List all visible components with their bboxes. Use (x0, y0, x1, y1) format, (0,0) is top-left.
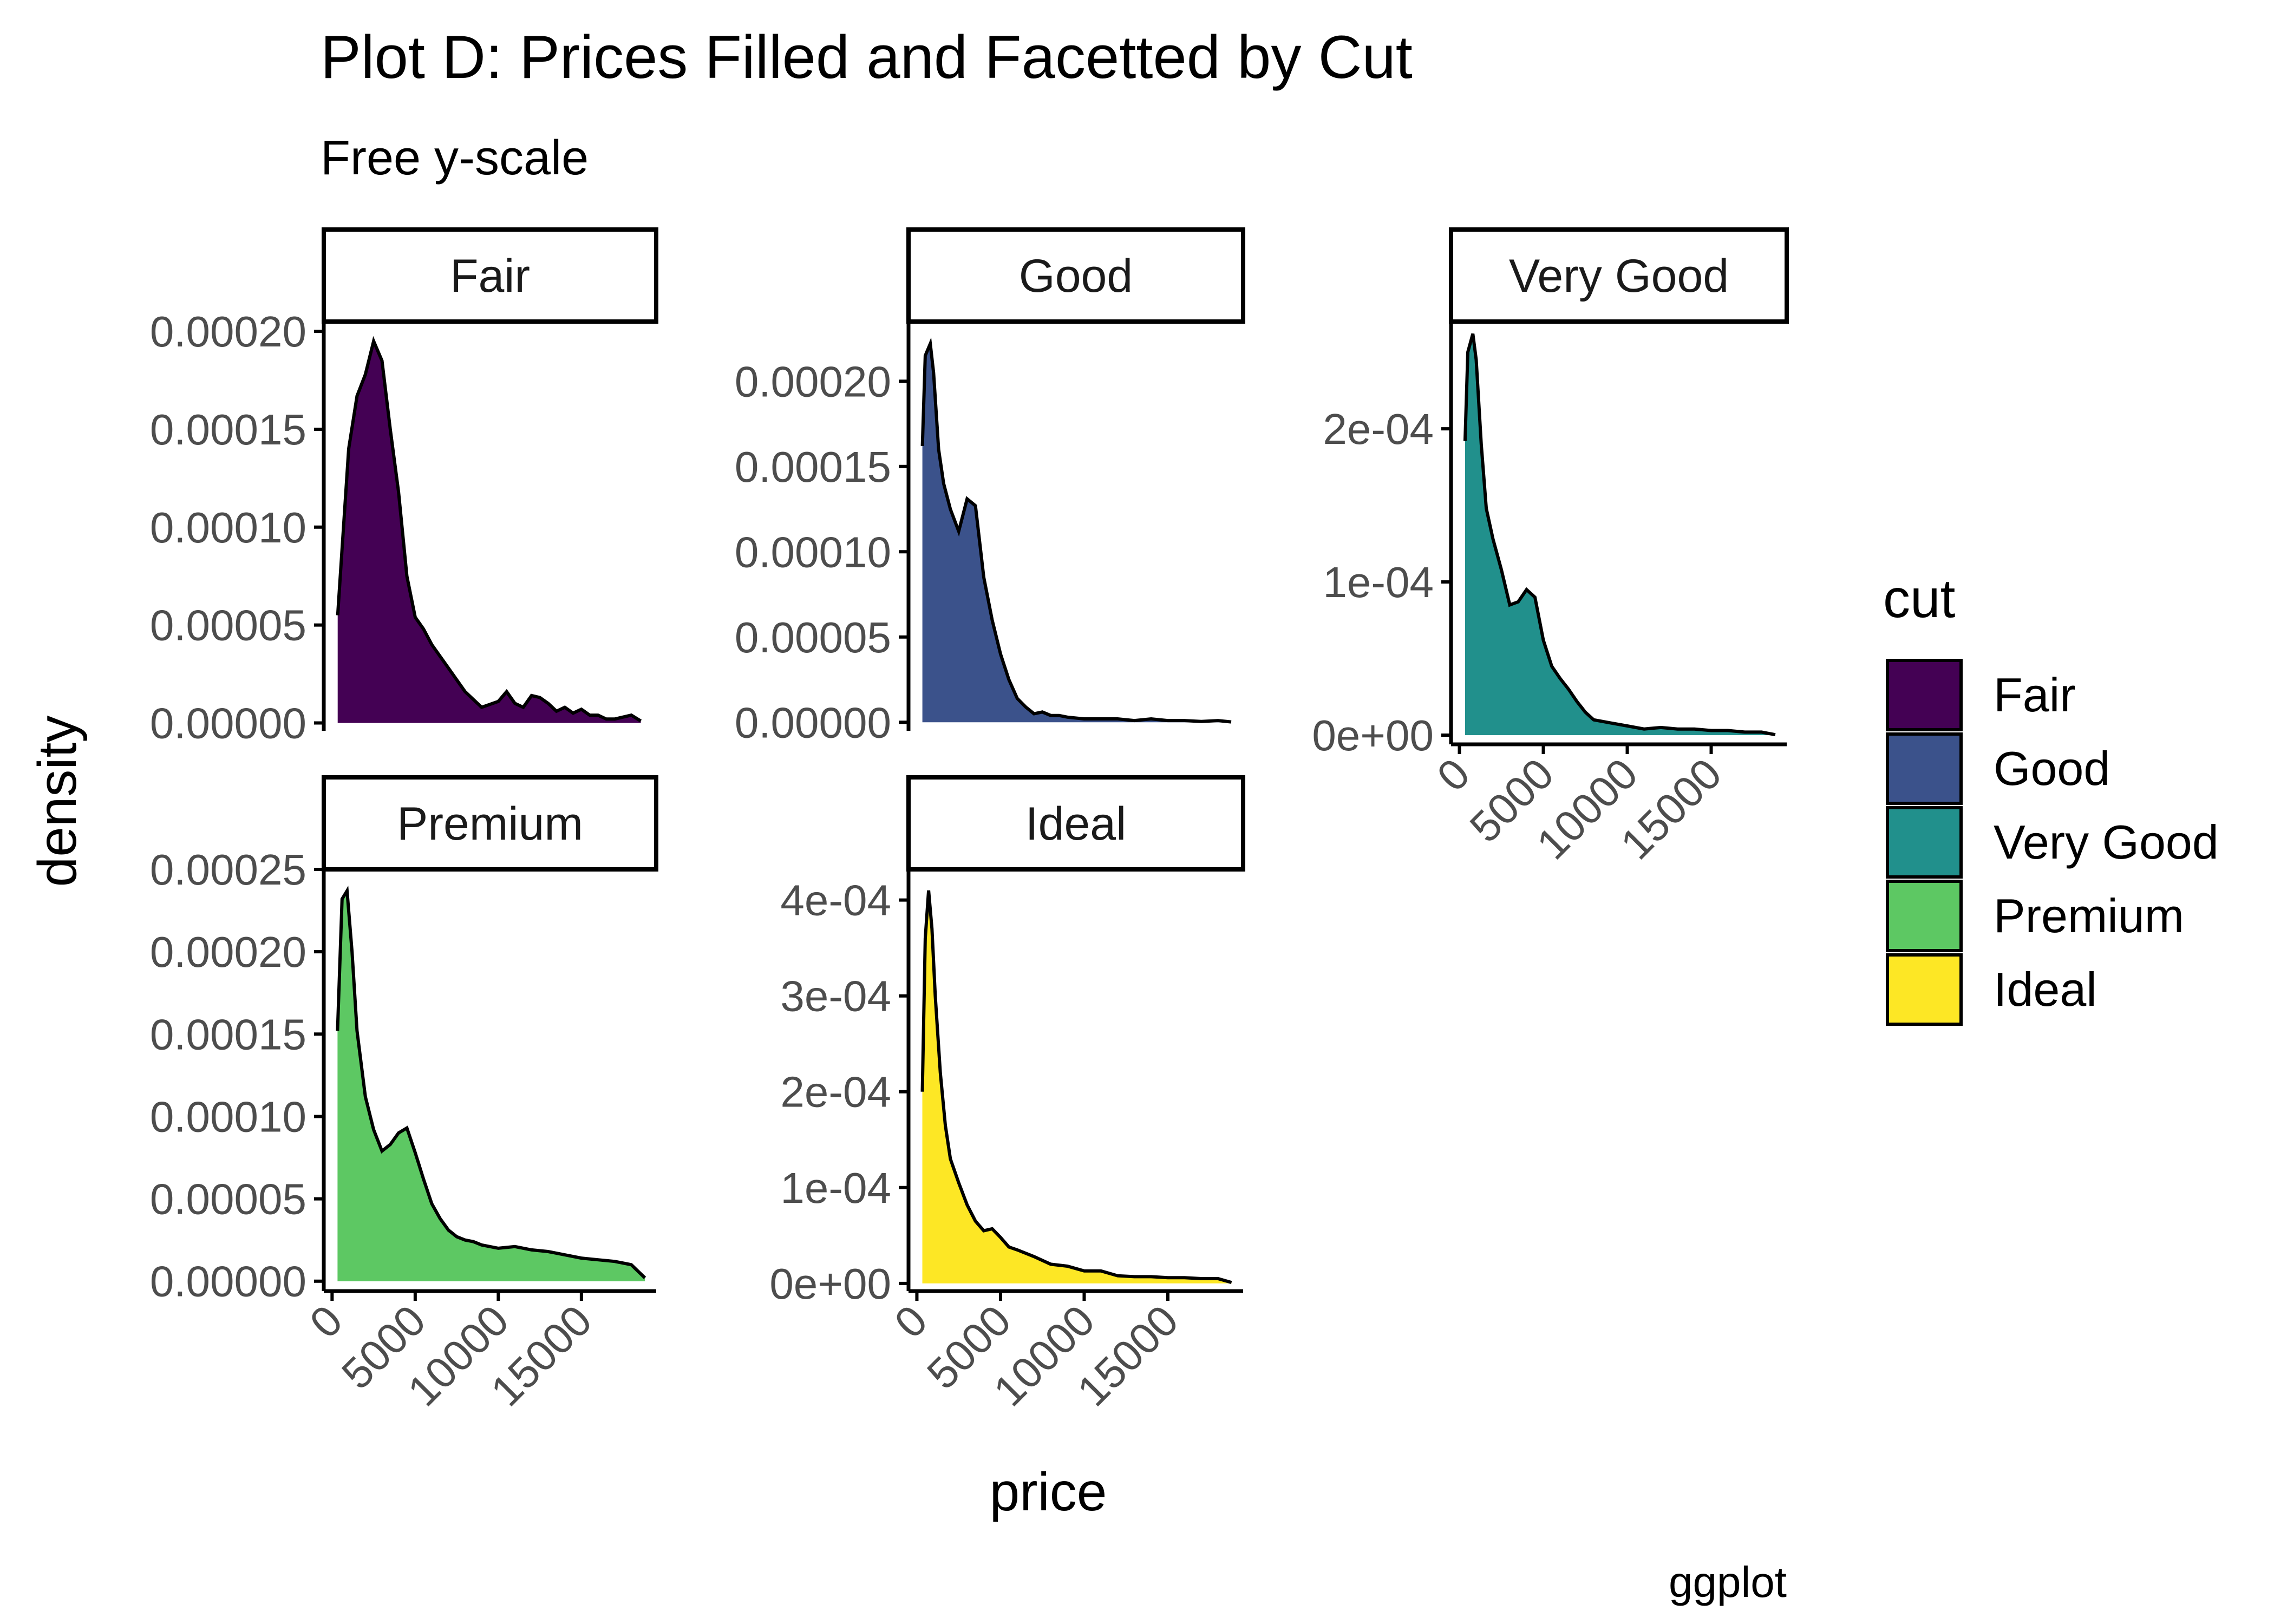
legend-key (1886, 732, 1963, 805)
y-tick-label: 0.00020 (150, 307, 306, 356)
x-tick-label: 0 (1428, 749, 1479, 800)
density-line-fair (336, 336, 642, 723)
y-tick-label: 0.00015 (735, 443, 891, 491)
facet-panels: Fair0.000000.000050.000100.000150.00020G… (150, 227, 1789, 1415)
y-tick-label: 0.00000 (150, 699, 306, 748)
y-tick-label: 0.00005 (735, 613, 891, 662)
legend-item-good: Good (1886, 732, 2110, 805)
y-tick-label: 1e-04 (1323, 558, 1434, 606)
legend-item-ideal: Ideal (1886, 953, 2097, 1026)
facet-strip (322, 775, 658, 872)
y-tick-label: 0.00020 (735, 357, 891, 405)
density-area-very-good (1465, 333, 1775, 735)
density-line-very-good (1463, 333, 1776, 737)
facet-strip (322, 227, 658, 324)
y-tick-label: 0e+00 (1312, 711, 1434, 759)
density-line-ideal (920, 890, 1232, 1284)
facet-premium: Premium 0.00000 0.00005 0.00010 0.00015 0.000… (150, 775, 658, 1415)
y-tick-label: 0e+00 (769, 1260, 891, 1308)
legend-label: Good (1994, 742, 2110, 795)
y-tick-label: 0.00015 (150, 1010, 306, 1058)
y-tick-label: 0.00000 (150, 1258, 306, 1306)
facet-strip (1449, 227, 1789, 324)
y-tick-label: 0.00025 (150, 846, 306, 894)
facet-ideal: Ideal0e+001e-042e-043e-044e-040500010000… (769, 775, 1245, 1415)
facet-strip-label: Premium (397, 798, 583, 850)
x-tick-label: 0 (300, 1296, 351, 1347)
y-tick-label: 0.00010 (150, 1092, 306, 1141)
legend-item-premium: Premium (1886, 880, 2184, 952)
density-line-good (920, 337, 1232, 724)
legend-key (1886, 953, 1963, 1026)
facet-strip-label: Ideal (1025, 798, 1127, 850)
y-tick-label: 2e-04 (780, 1068, 891, 1116)
legend-label: Very Good (1994, 815, 2219, 869)
y-tick-label: 0.00000 (735, 698, 891, 746)
legend-item-very-good: Very Good (1886, 806, 2219, 879)
y-tick-label: 0.00010 (150, 503, 306, 552)
facet-strip (906, 775, 1245, 872)
legend-key (1886, 659, 1963, 731)
y-tick-label: 2e-04 (1323, 405, 1434, 453)
chart-title: Plot D: Prices Filled and Facetted by Cu… (321, 23, 1413, 91)
legend-label: Fair (1994, 668, 2076, 722)
legend-title: cut (1883, 568, 1956, 629)
y-tick-label: 0.00005 (150, 601, 306, 650)
density-area-premium (337, 890, 645, 1281)
y-tick-label: 3e-04 (780, 972, 891, 1020)
density-area-ideal (922, 890, 1232, 1284)
legend-label: Premium (1994, 889, 2184, 942)
y-tick-label: 4e-04 (780, 876, 891, 925)
y-tick-label: 0.00005 (150, 1175, 306, 1223)
legend-item-fair: Fair (1886, 659, 2076, 731)
legend: cut Fair Good Very Good Premium Ideal (1883, 568, 2219, 1026)
y-tick-label: 0.00010 (735, 528, 891, 576)
facet-good: Good 0.00000 0.00005 0.00010 0.00015 0.00020 (735, 227, 1245, 746)
facet-strip (906, 227, 1245, 324)
x-axis-label: price (990, 1462, 1107, 1522)
y-tick-label: 0.00020 (150, 928, 306, 976)
density-line-premium (336, 886, 646, 1279)
y-tick-label: 1e-04 (780, 1164, 891, 1212)
legend-key (1886, 880, 1963, 952)
density-area-good (922, 343, 1231, 723)
legend-key (1886, 806, 1963, 879)
facet-strip-label: Good (1019, 250, 1133, 302)
facet-strip-label: Fair (450, 250, 530, 302)
density-area-fair (337, 341, 641, 723)
facet-strip-label: Very Good (1509, 250, 1729, 302)
y-tick-label: 0.00015 (150, 405, 306, 454)
legend-label: Ideal (1994, 962, 2097, 1016)
chart-caption: ggplot (1669, 1558, 1787, 1606)
chart-subtitle: Free y-scale (321, 131, 589, 185)
facet-fair: Fair 0.00000 0.00005 0.00010 0.00015 0.00020 (150, 227, 658, 748)
y-axis-label: density (27, 716, 88, 887)
x-tick-label: 0 (885, 1296, 936, 1347)
